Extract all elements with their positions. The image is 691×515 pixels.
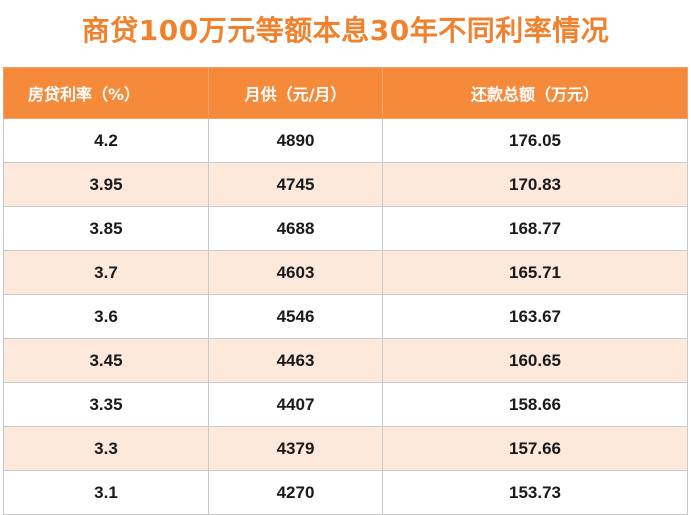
table-row: 3.7 4603 165.71 (3, 250, 688, 295)
table-header-row: 房贷利率（%） 月供（元/月） 还款总额（万元） (3, 67, 688, 119)
table-row: 3.95 4745 170.83 (3, 162, 688, 207)
cell-total-repayment: 170.83 (382, 162, 688, 207)
table-row: 3.3 4379 157.66 (3, 426, 688, 471)
cell-total-repayment: 168.77 (382, 206, 688, 251)
cell-monthly-payment: 4407 (208, 382, 383, 427)
cell-rate: 3.7 (3, 250, 209, 295)
cell-total-repayment: 165.71 (382, 250, 688, 295)
cell-monthly-payment: 4270 (208, 470, 383, 515)
cell-monthly-payment: 4603 (208, 250, 383, 295)
header-monthly-payment: 月供（元/月） (208, 67, 383, 119)
table-row: 3.1 4270 153.73 (3, 470, 688, 515)
cell-total-repayment: 176.05 (382, 118, 688, 163)
page: 商贷100万元等额本息30年不同利率情况 房贷利率（%） 月供（元/月） 还款总… (3, 14, 688, 515)
table-row: 3.45 4463 160.65 (3, 338, 688, 383)
cell-total-repayment: 157.66 (382, 426, 688, 471)
cell-monthly-payment: 4546 (208, 294, 383, 339)
cell-total-repayment: 158.66 (382, 382, 688, 427)
cell-rate: 3.85 (3, 206, 209, 251)
cell-rate: 3.35 (3, 382, 209, 427)
cell-monthly-payment: 4688 (208, 206, 383, 251)
table-row: 3.6 4546 163.67 (3, 294, 688, 339)
cell-rate: 3.3 (3, 426, 209, 471)
page-title: 商贷100万元等额本息30年不同利率情况 (81, 14, 610, 47)
cell-rate: 4.2 (3, 118, 209, 163)
cell-rate: 3.45 (3, 338, 209, 383)
cell-rate: 3.6 (3, 294, 209, 339)
table-row: 3.85 4688 168.77 (3, 206, 688, 251)
rate-table: 房贷利率（%） 月供（元/月） 还款总额（万元） 4.2 4890 176.05… (3, 67, 688, 515)
header-rate: 房贷利率（%） (3, 67, 209, 119)
table-row: 3.35 4407 158.66 (3, 382, 688, 427)
cell-rate: 3.1 (3, 470, 209, 515)
cell-monthly-payment: 4745 (208, 162, 383, 207)
cell-total-repayment: 153.73 (382, 470, 688, 515)
cell-rate: 3.95 (3, 162, 209, 207)
header-total-repayment: 还款总额（万元） (382, 67, 688, 119)
cell-total-repayment: 160.65 (382, 338, 688, 383)
table-row: 4.2 4890 176.05 (3, 118, 688, 163)
cell-monthly-payment: 4890 (208, 118, 383, 163)
cell-monthly-payment: 4379 (208, 426, 383, 471)
cell-total-repayment: 163.67 (382, 294, 688, 339)
cell-monthly-payment: 4463 (208, 338, 383, 383)
